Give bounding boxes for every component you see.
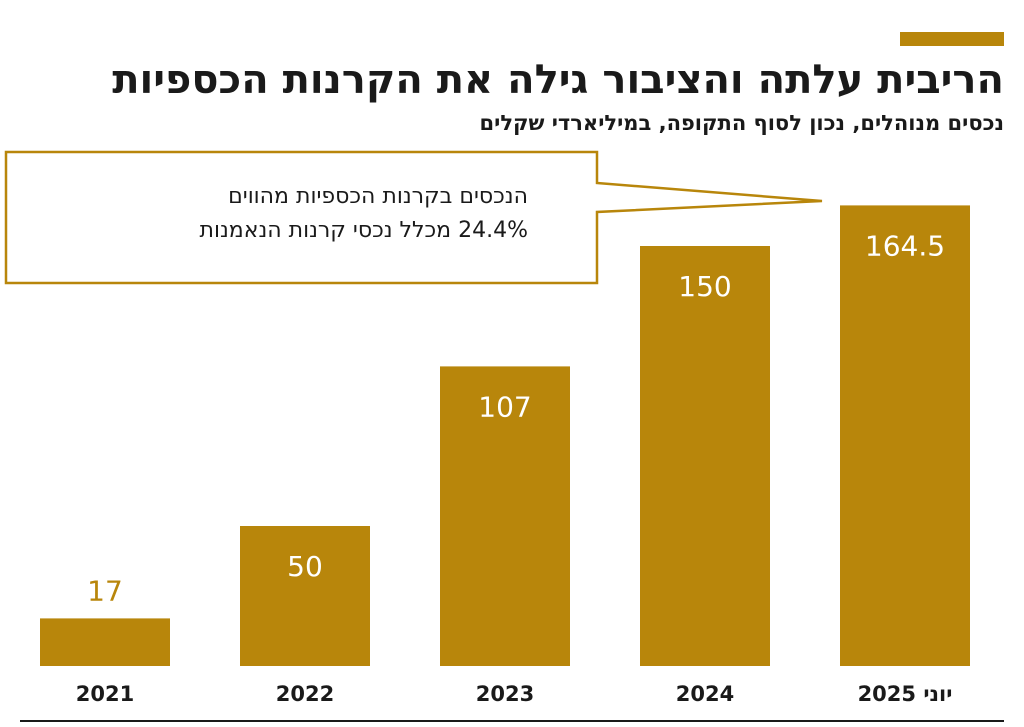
callout-line-2: 24.4% מכלל נכסי קרנות הנאמנות (199, 218, 528, 243)
x-tick-label-2: 2023 (476, 682, 534, 706)
bar-value-label-1: 50 (287, 550, 323, 583)
callout-line-1: הנכסים בקרנות הכספיות מהווים (228, 184, 528, 209)
chart-baseline (20, 720, 1004, 722)
bar-2 (440, 366, 570, 666)
chart-title: הריבית עלתה והציבור גילה את הקרנות הכספי… (112, 57, 1004, 103)
accent-bar (900, 32, 1004, 46)
bar-value-label-4: 164.5 (865, 229, 945, 262)
bar-1 (240, 526, 370, 666)
bar-value-label-3: 150 (678, 270, 731, 303)
bar-3 (640, 246, 770, 666)
x-tick-label-4: יוני 2025 (858, 682, 953, 706)
bar-value-label-0: 17 (87, 574, 123, 607)
chart-subtitle: נכסים מנוהלים, נכון לסוף התקופה, במיליאר… (479, 111, 1004, 135)
bar-value-label-2: 107 (478, 390, 531, 423)
bar-0 (40, 618, 170, 666)
x-tick-label-1: 2022 (276, 682, 334, 706)
bar-4 (840, 205, 970, 666)
x-tick-label-0: 2021 (76, 682, 134, 706)
x-tick-label-3: 2024 (676, 682, 734, 706)
callout-text: הנכסים בקרנות הכספיות מהווים 24.4% מכלל … (60, 180, 528, 248)
callout-box (4, 150, 823, 285)
